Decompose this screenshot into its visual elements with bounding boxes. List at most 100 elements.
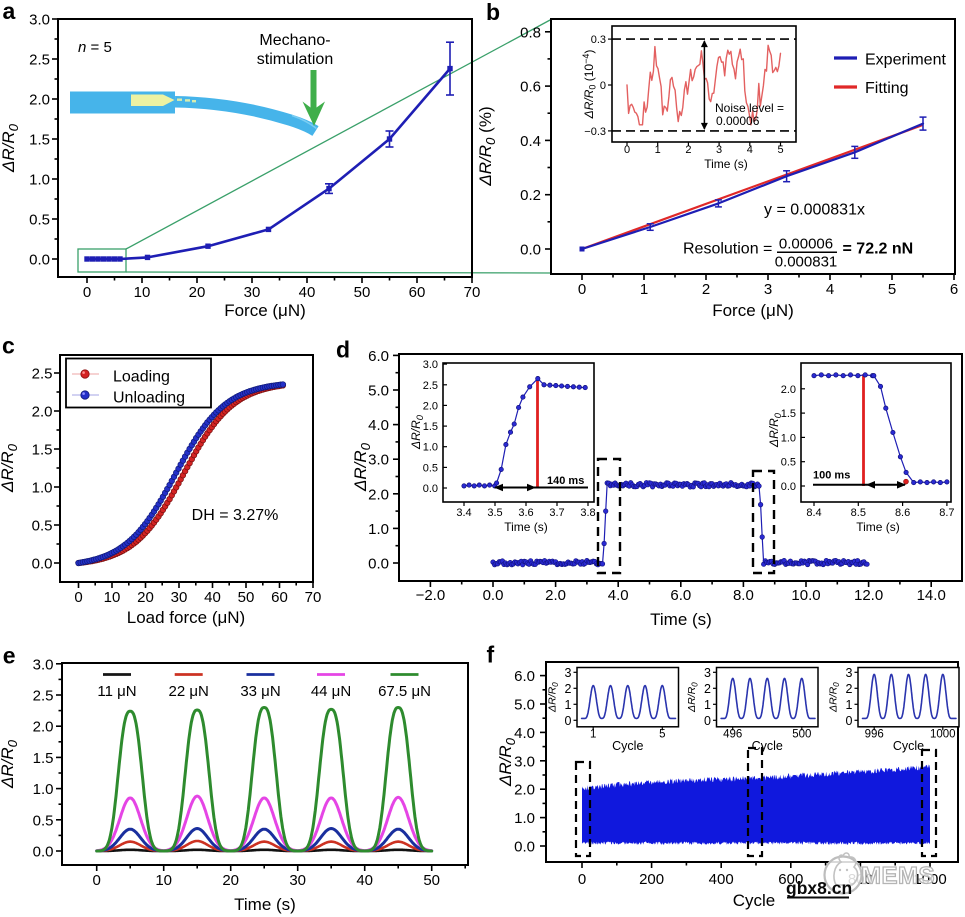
svg-text:Cycle: Cycle — [752, 739, 783, 753]
svg-text:996: 996 — [865, 729, 884, 741]
svg-text:0.4: 0.4 — [520, 133, 541, 150]
svg-text:0.0: 0.0 — [483, 587, 504, 604]
svg-text:4: 4 — [826, 281, 834, 298]
svg-text:DH = 3.27%: DH = 3.27% — [192, 507, 279, 524]
svg-text:stimulation: stimulation — [257, 51, 333, 68]
svg-text:ΔR/R0: ΔR/R0 — [351, 442, 373, 492]
svg-text:Time (s): Time (s) — [856, 520, 900, 534]
svg-text:n = 5: n = 5 — [78, 39, 112, 56]
svg-text:Time (s): Time (s) — [704, 157, 748, 171]
svg-text:Load force (μN): Load force (μN) — [127, 608, 245, 627]
svg-text:0.0: 0.0 — [368, 556, 389, 573]
svg-text:200: 200 — [639, 871, 664, 888]
svg-text:Cycle: Cycle — [612, 739, 643, 753]
svg-text:2.5: 2.5 — [33, 688, 54, 705]
svg-text:Mechano-: Mechano- — [259, 32, 330, 49]
svg-text:8.7: 8.7 — [939, 507, 954, 519]
svg-text:2.0: 2.0 — [514, 782, 535, 799]
svg-text:3.0: 3.0 — [33, 656, 54, 673]
svg-text:b: b — [486, 0, 500, 25]
svg-text:3.4: 3.4 — [456, 507, 471, 519]
svg-text:Noise level =: Noise level = — [715, 101, 784, 115]
svg-text:8.6: 8.6 — [895, 507, 910, 519]
svg-text:1.0: 1.0 — [29, 172, 50, 189]
svg-text:70: 70 — [464, 284, 481, 301]
svg-text:Force (μN): Force (μN) — [224, 301, 306, 320]
svg-text:1000: 1000 — [930, 729, 956, 741]
svg-text:0.5: 0.5 — [29, 212, 50, 229]
svg-text:400: 400 — [709, 871, 734, 888]
svg-text:d: d — [336, 337, 350, 363]
svg-text:3.8: 3.8 — [580, 507, 595, 519]
svg-text:2: 2 — [565, 682, 572, 696]
svg-text:1.0: 1.0 — [368, 521, 389, 538]
svg-text:1000: 1000 — [913, 871, 946, 888]
svg-text:ΔR/R0: ΔR/R0 — [686, 682, 700, 713]
svg-text:= 72.2 nN: = 72.2 nN — [843, 241, 914, 258]
svg-text:2.0: 2.0 — [545, 587, 566, 604]
svg-text:−0.3: −0.3 — [584, 126, 606, 138]
svg-text:3: 3 — [704, 666, 711, 680]
svg-text:1.5: 1.5 — [781, 408, 796, 420]
svg-text:22 μN: 22 μN — [169, 683, 209, 700]
svg-text:3: 3 — [846, 666, 853, 680]
svg-text:3.0: 3.0 — [368, 452, 389, 469]
svg-text:0: 0 — [83, 284, 91, 301]
svg-text:0.0: 0.0 — [29, 252, 50, 269]
svg-text:Cycle: Cycle — [733, 891, 776, 910]
svg-text:Force (μN): Force (μN) — [712, 301, 794, 320]
svg-text:c: c — [2, 333, 15, 359]
svg-text:1: 1 — [590, 729, 596, 741]
svg-text:30: 30 — [289, 872, 306, 889]
svg-text:a: a — [3, 0, 16, 24]
svg-text:33 μN: 33 μN — [240, 683, 280, 700]
svg-text:6.0: 6.0 — [368, 348, 389, 365]
svg-text:50: 50 — [238, 589, 255, 606]
svg-text:Fitting: Fitting — [865, 80, 909, 97]
svg-text:2.0: 2.0 — [29, 92, 50, 109]
svg-text:1: 1 — [655, 144, 661, 156]
svg-text:40: 40 — [356, 872, 373, 889]
svg-text:50: 50 — [423, 872, 440, 889]
svg-text:ΔR/R0: ΔR/R0 — [828, 682, 842, 713]
svg-text:−2.0: −2.0 — [416, 587, 446, 604]
svg-text:10: 10 — [104, 589, 121, 606]
svg-text:5.0: 5.0 — [514, 697, 535, 714]
svg-text:0: 0 — [578, 871, 586, 888]
svg-text:11 μN: 11 μN — [97, 683, 136, 700]
svg-text:1.5: 1.5 — [29, 132, 50, 149]
svg-text:Time (s): Time (s) — [504, 520, 548, 534]
svg-text:MEMS: MEMS — [861, 863, 935, 890]
svg-text:50: 50 — [354, 284, 371, 301]
svg-text:e: e — [3, 643, 16, 669]
svg-text:10: 10 — [155, 872, 172, 889]
svg-text:0: 0 — [704, 714, 711, 728]
svg-text:1: 1 — [640, 281, 648, 298]
svg-text:1.0: 1.0 — [423, 442, 438, 454]
svg-text:1.5: 1.5 — [32, 442, 53, 459]
svg-text:0: 0 — [624, 144, 630, 156]
svg-text:30: 30 — [244, 284, 261, 301]
svg-text:0.8: 0.8 — [520, 24, 541, 41]
svg-text:0: 0 — [578, 281, 586, 298]
svg-text:ΔR/R0: ΔR/R0 — [0, 123, 21, 173]
svg-text:4.0: 4.0 — [514, 725, 535, 742]
svg-text:4.0: 4.0 — [368, 417, 389, 434]
svg-text:3.7: 3.7 — [549, 507, 564, 519]
svg-text:1.0: 1.0 — [33, 781, 54, 798]
svg-text:0.5: 0.5 — [33, 812, 54, 829]
svg-text:1.0: 1.0 — [32, 480, 53, 497]
svg-text:10.0: 10.0 — [791, 587, 820, 604]
svg-text:3.6: 3.6 — [518, 507, 533, 519]
svg-text:2: 2 — [846, 682, 853, 696]
svg-text:1.5: 1.5 — [423, 421, 438, 433]
svg-text:600: 600 — [778, 871, 803, 888]
svg-text:2.0: 2.0 — [781, 384, 796, 396]
svg-text:20: 20 — [222, 872, 239, 889]
svg-text:0.0: 0.0 — [514, 839, 535, 856]
svg-text:0.000831: 0.000831 — [775, 254, 838, 271]
svg-text:20: 20 — [189, 284, 206, 301]
svg-text:67.5 μN: 67.5 μN — [378, 683, 431, 700]
svg-text:0: 0 — [74, 589, 82, 606]
svg-text:8.4: 8.4 — [806, 507, 821, 519]
